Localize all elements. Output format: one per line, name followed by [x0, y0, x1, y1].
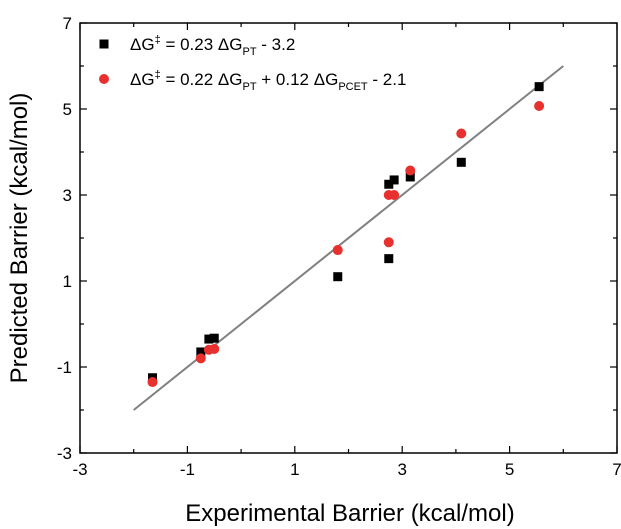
x-tick-label: -1	[180, 460, 195, 479]
y-tick-label: 3	[63, 186, 72, 205]
data-point-circle	[332, 245, 343, 256]
legend-marker-square	[99, 39, 109, 49]
y-tick-label: 5	[63, 100, 72, 119]
y-axis-title: Predicted Barrier (kcal/mol)	[6, 93, 33, 384]
data-point-square	[204, 334, 214, 344]
data-point-square	[389, 175, 399, 185]
x-tick-label: 1	[290, 460, 299, 479]
y-tick-label: -1	[57, 358, 72, 377]
data-point-square	[333, 272, 343, 282]
data-point-circle	[534, 100, 545, 111]
x-tick-label: -3	[72, 460, 87, 479]
x-tick-label: 3	[397, 460, 406, 479]
x-tick-label: 5	[505, 460, 514, 479]
data-point-circle	[389, 190, 400, 200]
x-axis-title: Experimental Barrier (kcal/mol)	[185, 500, 514, 527]
y-tick-label: 1	[63, 272, 72, 291]
data-point-square	[384, 179, 394, 189]
data-point-square	[196, 347, 206, 357]
data-point-square	[384, 254, 394, 264]
data-point-circle	[147, 377, 158, 388]
x-tick-label: 7	[612, 460, 621, 479]
y-tick-label: -3	[57, 444, 72, 463]
data-point-circle	[405, 165, 416, 176]
legend-label: ΔG‡ = 0.22 ΔGPT + 0.12 ΔGPCET - 2.1	[130, 69, 406, 93]
data-point-circle	[195, 353, 206, 364]
data-point-circle	[209, 343, 220, 354]
y-tick-label: 7	[63, 14, 72, 33]
data-point-square	[534, 82, 544, 92]
data-point-square	[405, 172, 415, 182]
legend-label: ΔG‡ = 0.23 ΔGPT - 3.2	[130, 34, 295, 58]
legend-marker-circle	[99, 74, 109, 84]
data-point-square	[456, 157, 466, 167]
data-point-circle	[383, 237, 394, 248]
data-point-circle	[456, 128, 467, 139]
data-point-square	[209, 333, 219, 343]
